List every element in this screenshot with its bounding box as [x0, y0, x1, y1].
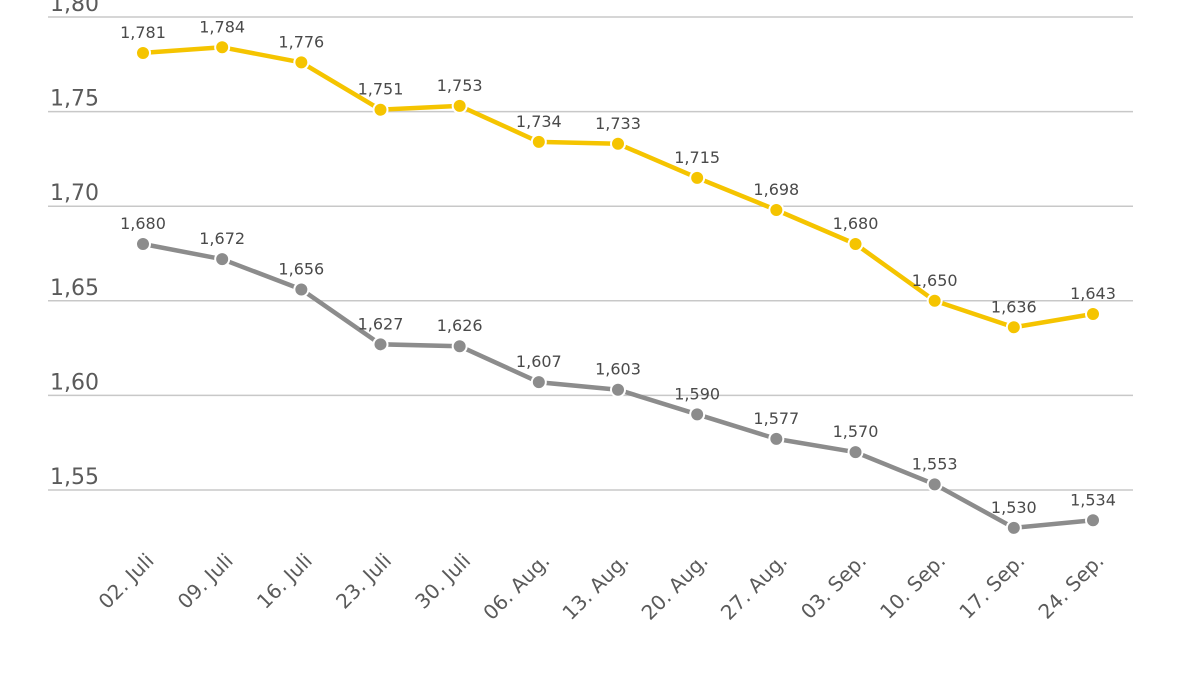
series-yellow-point: [689, 169, 706, 186]
series-yellow-point: [214, 39, 231, 56]
series-gray-point: [1005, 519, 1022, 536]
series-gray-point: [293, 281, 310, 298]
x-tick-label: 02. Juli: [94, 549, 159, 614]
y-tick-label: 1,60: [50, 370, 99, 395]
series-gray-point: [214, 251, 231, 268]
y-tick-label: 1,65: [50, 276, 99, 301]
series-gray-point: [689, 406, 706, 423]
series-yellow-point: [1005, 319, 1022, 336]
series-gray-data-label: 1,577: [753, 409, 799, 428]
y-tick-label: 1,55: [50, 465, 99, 490]
y-tick-label: 1,75: [50, 87, 99, 112]
series-yellow-point: [451, 97, 468, 114]
series-yellow-point: [135, 44, 151, 61]
series-yellow-data-label: 1,715: [674, 148, 720, 167]
series-yellow-data-label: 1,650: [912, 271, 958, 290]
series-gray-point: [847, 444, 864, 461]
y-tick-label: 1,70: [50, 181, 99, 206]
series-yellow-data-label: 1,784: [199, 17, 245, 36]
series-yellow-data-label: 1,733: [595, 114, 641, 133]
series-yellow-point: [293, 54, 310, 71]
series-yellow-point: [530, 133, 547, 150]
series-yellow-data-label: 1,776: [278, 32, 324, 51]
series-yellow-data-label: 1,680: [833, 214, 879, 233]
y-axis-ticks: 1,55 1,60 1,65 1,70 1,75 1,80: [50, 0, 99, 490]
gridlines: [48, 16, 1133, 491]
x-tick-label: 17. Sep.: [954, 549, 1029, 624]
series-gray-data-label: 1,570: [833, 422, 879, 441]
series-gray-data-label: 1,656: [278, 259, 324, 278]
x-tick-label: 20. Aug.: [637, 549, 713, 625]
series-gray-data-label: 1,534: [1070, 490, 1116, 509]
series-yellow-point: [1085, 306, 1101, 323]
series-gray-data-label: 1,680: [120, 214, 166, 233]
series-gray-data-label: 1,530: [991, 498, 1037, 517]
x-tick-label: 03. Sep.: [796, 549, 871, 624]
x-tick-label: 27. Aug.: [716, 549, 792, 625]
x-tick-label: 23. Juli: [331, 549, 396, 614]
x-tick-label: 06. Aug.: [478, 549, 554, 625]
series-yellow-data-label: 1,643: [1070, 284, 1116, 303]
series-yellow-data-label: 1,734: [516, 112, 562, 131]
series-gray-point: [610, 381, 626, 398]
x-axis-ticks: 02. Juli 09. Juli 16. Juli 23. Juli 30. Juli…: [94, 549, 1109, 625]
series-gray-data-label: 1,672: [199, 229, 245, 248]
series-yellow-data-label: 1,781: [120, 23, 166, 42]
series-yellow-data-label: 1,698: [753, 180, 799, 199]
series-gray-data-label: 1,553: [912, 454, 958, 473]
series-yellow-point: [610, 135, 626, 152]
series-gray-point: [1085, 512, 1101, 529]
series-gray-point: [926, 476, 943, 493]
y-tick-label: 1,80: [50, 0, 99, 17]
x-tick-label: 09. Juli: [173, 549, 238, 614]
series-gray-data-label: 1,603: [595, 360, 641, 379]
series-gray-point: [135, 236, 151, 253]
series-group: 1,781 1,784 1,776 1,751 1,753 1,734 1,733 1,715…: [120, 17, 1116, 536]
series-gray-data-label: 1,607: [516, 352, 562, 371]
x-tick-label: 30. Juli: [410, 549, 475, 614]
series-yellow-data-label: 1,751: [358, 80, 404, 99]
series-gray-point: [530, 374, 547, 391]
series-yellow-data-label: 1,636: [991, 297, 1037, 316]
x-tick-label: 13. Aug.: [557, 549, 633, 625]
x-tick-label: 10. Sep.: [875, 549, 950, 624]
series-gray-point: [768, 430, 785, 447]
series-yellow-point: [768, 201, 785, 218]
series-yellow-point: [847, 236, 864, 253]
x-tick-label: 16. Juli: [252, 549, 317, 614]
series-gray-data-label: 1,590: [674, 384, 720, 403]
series-yellow-point: [926, 292, 943, 309]
x-tick-label: 24. Sep.: [1033, 549, 1108, 624]
series-yellow-point: [372, 101, 389, 118]
series-gray-point: [372, 336, 389, 353]
series-gray-data-label: 1,627: [358, 314, 404, 333]
series-gray-data-label: 1,626: [437, 316, 483, 335]
series-yellow-data-label: 1,753: [437, 76, 483, 95]
series-gray-point: [451, 338, 468, 355]
